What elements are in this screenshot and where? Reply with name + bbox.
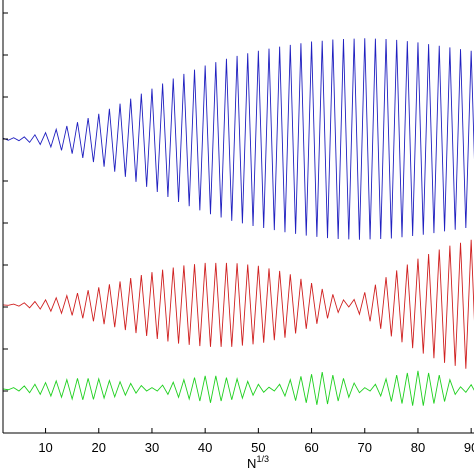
x-tick-label: 40 xyxy=(198,440,212,455)
x-tick-label: 10 xyxy=(38,440,52,455)
x-tick-label: 20 xyxy=(92,440,106,455)
x-tick-label: 50 xyxy=(251,440,265,455)
data-line xyxy=(2,38,474,240)
data-line xyxy=(2,239,474,369)
x-tick-label: 60 xyxy=(304,440,318,455)
x-tick-label: 90 xyxy=(464,440,474,455)
data-line xyxy=(2,370,474,406)
x-tick-label: 70 xyxy=(358,440,372,455)
x-tick-label: 30 xyxy=(145,440,159,455)
x-tick-label: 80 xyxy=(411,440,425,455)
x-axis-label-base: N xyxy=(247,456,256,471)
x-axis-label: N1/3 xyxy=(247,454,269,471)
x-axis-label-superscript: 1/3 xyxy=(256,454,269,464)
